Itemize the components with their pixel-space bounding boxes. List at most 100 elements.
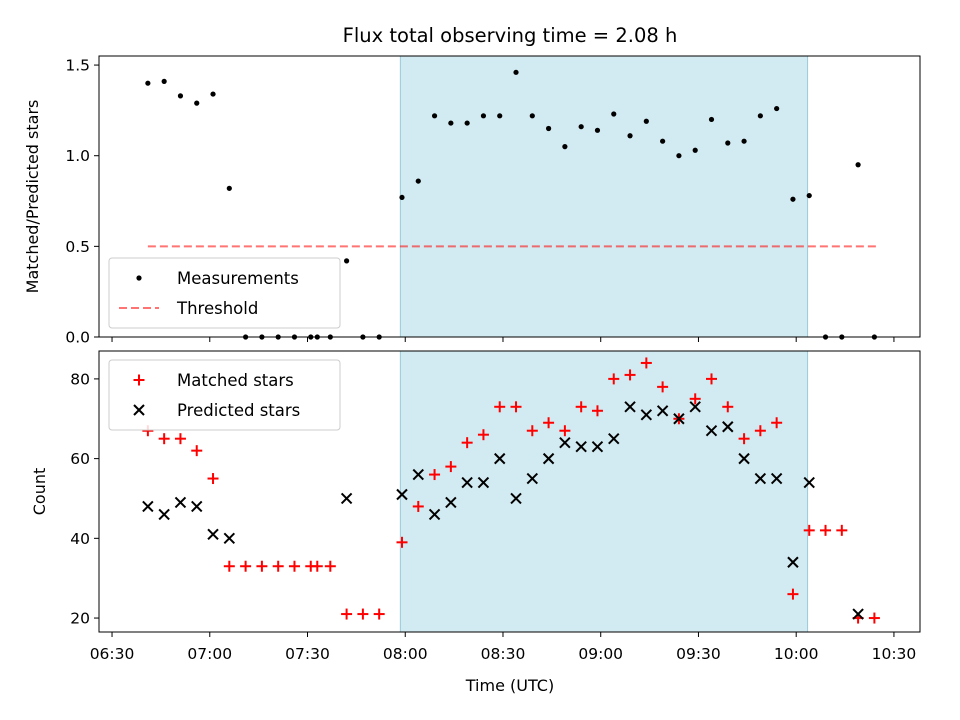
ratio-series-0-point-41 xyxy=(806,192,812,199)
counts-series-1-point-21 xyxy=(624,401,636,413)
counts-series-1-point-1 xyxy=(158,508,170,521)
counts-y-axis-label: Count xyxy=(30,468,49,516)
chart-title: Flux total observing time = 2.08 h xyxy=(343,24,678,47)
counts-series-1-point-18 xyxy=(575,440,587,453)
counts-ytick-label-2: 60 xyxy=(70,450,90,468)
counts-series-0-point-22 xyxy=(494,401,506,413)
counts-series-0-point-3 xyxy=(191,445,203,457)
counts-series-0-point-7 xyxy=(256,560,268,572)
xtick-label-2: 07:30 xyxy=(285,645,330,663)
counts-series-0-point-41 xyxy=(803,524,815,536)
xtick-label-0: 06:30 xyxy=(90,645,135,663)
counts-legend-marker-1 xyxy=(133,404,145,416)
ratio-series-0-point-38 xyxy=(757,113,763,119)
counts-series-1-point-24 xyxy=(673,413,685,425)
ratio-series-0-point-23 xyxy=(513,69,519,75)
counts-panel: 20 40 60 80 06:30 07:00 07:30 08:00 08:30 09:00 0… xyxy=(30,350,921,663)
counts-series-1-point-28 xyxy=(738,452,750,465)
counts-ytick-label-1: 40 xyxy=(70,530,90,548)
ratio-series-0-point-24 xyxy=(529,113,535,119)
counts-series-0-point-37 xyxy=(738,433,750,445)
counts-series-0-point-14 xyxy=(357,608,369,620)
counts-series-1-point-19 xyxy=(591,440,604,453)
counts-series-1-point-2 xyxy=(174,496,187,509)
counts-series-1-point-33 xyxy=(852,608,864,620)
counts-series-0-point-32 xyxy=(657,381,669,393)
ratio-legend-label-0: Measurements xyxy=(177,269,299,288)
counts-series-0-point-26 xyxy=(559,425,571,437)
counts-series-0-point-42 xyxy=(820,524,832,536)
ratio-series-0-point-20 xyxy=(464,120,470,126)
counts-series-1-point-6 xyxy=(340,492,353,505)
counts-series-1-point-5 xyxy=(223,532,236,545)
counts-series-1-point-29 xyxy=(754,472,767,485)
counts-series-0-point-25 xyxy=(543,417,555,429)
counts-series-0-point-21 xyxy=(477,429,489,441)
xtick-label-7: 10:00 xyxy=(774,645,819,663)
counts-observing-window xyxy=(399,350,809,633)
ratio-legend-box xyxy=(108,257,341,329)
ratio-series-0-point-21 xyxy=(480,113,487,119)
counts-series-0-point-18 xyxy=(429,469,441,481)
counts-series-1-point-14 xyxy=(510,492,522,505)
ratio-series-0-point-30 xyxy=(627,133,633,139)
ratio-legend: Measurements Threshold xyxy=(108,257,341,329)
ratio-series-0-point-33 xyxy=(676,153,682,159)
ratio-panel: 0.0 0.5 1.0 1.5 Matched/Predicted stars Mea… xyxy=(23,55,921,347)
counts-series-0-point-34 xyxy=(689,393,701,405)
ratio-series-0-point-36 xyxy=(725,140,731,146)
ratio-series-0-point-31 xyxy=(643,118,649,124)
counts-series-1-point-23 xyxy=(656,405,669,417)
counts-series-1-point-3 xyxy=(191,500,203,513)
ratio-series-0-point-19 xyxy=(448,120,454,126)
ratio-series-0-point-1 xyxy=(161,78,167,84)
counts-series-0-point-15 xyxy=(373,608,385,620)
ratio-legend-marker-0 xyxy=(136,275,142,281)
counts-legend-label-0: Matched stars xyxy=(177,371,294,390)
ratio-series-0-point-4 xyxy=(210,91,216,97)
counts-series-1-point-32 xyxy=(803,476,815,489)
counts-series-0-point-12 xyxy=(324,560,336,572)
counts-series-0-point-23 xyxy=(510,401,522,413)
counts-series-1-point-30 xyxy=(770,472,783,485)
counts-series-1-point-4 xyxy=(207,528,219,541)
ratio-series-0-point-44 xyxy=(855,162,861,168)
counts-series-0-point-35 xyxy=(705,373,717,385)
counts-series-1-point-12 xyxy=(477,476,490,489)
counts-series-1-point-11 xyxy=(461,476,473,489)
x-axis-label: Time (UTC) xyxy=(465,676,554,695)
ratio-series-0-point-2 xyxy=(177,93,184,99)
ratio-series-0-point-16 xyxy=(399,194,405,201)
counts-legend: Matched stars Predicted stars xyxy=(108,359,341,431)
ratio-series-0-point-3 xyxy=(194,100,200,106)
counts-series-0-point-4 xyxy=(207,473,219,485)
ratio-series-0-point-29 xyxy=(611,111,617,117)
counts-series-0-point-5 xyxy=(223,560,235,572)
ratio-series-0-point-40 xyxy=(790,196,796,202)
ratio-series-0-point-27 xyxy=(578,124,584,130)
counts-series-1-point-16 xyxy=(542,452,555,465)
counts-series-0-point-27 xyxy=(575,401,587,413)
counts-series-1-point-9 xyxy=(428,508,441,521)
counts-series-1-point-25 xyxy=(689,401,701,413)
counts-series-0-point-36 xyxy=(722,401,734,413)
counts-series-0-point-2 xyxy=(174,433,186,445)
ratio-series-0-point-26 xyxy=(562,144,568,150)
ratio-series-0-point-39 xyxy=(774,105,780,112)
ratio-ytick-label-2: 1.0 xyxy=(65,147,90,165)
counts-series-1-point-8 xyxy=(412,468,424,481)
counts-ytick-label-3: 80 xyxy=(70,370,90,388)
xtick-label-3: 08:00 xyxy=(383,645,428,663)
counts-series-0-point-20 xyxy=(461,437,473,449)
ratio-series-0-point-18 xyxy=(431,113,438,119)
ratio-series-0-point-37 xyxy=(741,138,747,144)
counts-series-0-point-29 xyxy=(608,373,620,385)
counts-series-0-point-39 xyxy=(771,417,783,429)
ratio-ytick-label-1: 0.5 xyxy=(65,238,90,256)
counts-series-1-point-22 xyxy=(640,409,653,421)
ratio-series-0-point-28 xyxy=(594,127,601,133)
counts-series-1-point-31 xyxy=(787,556,799,568)
counts-series-1-point-10 xyxy=(445,496,457,509)
counts-series-1-point-7 xyxy=(396,488,408,501)
